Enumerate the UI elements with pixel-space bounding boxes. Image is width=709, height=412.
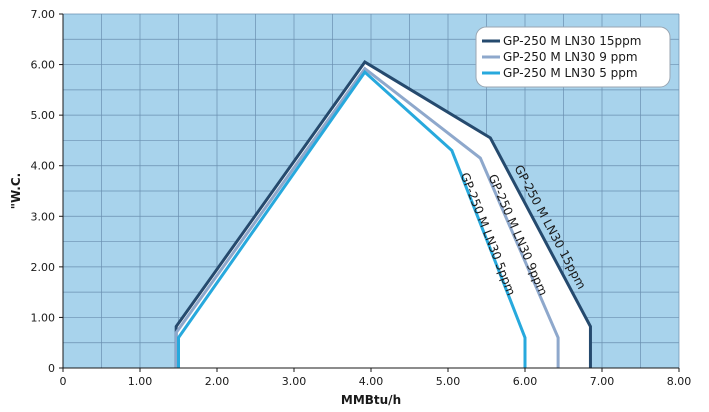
y-tick-label: 6.00 (31, 59, 56, 72)
x-tick-label: 8.00 (667, 375, 692, 388)
y-tick-label: 4.00 (31, 160, 56, 173)
x-tick-label: 2.00 (205, 375, 230, 388)
x-tick-label: 5.00 (436, 375, 461, 388)
x-axis-title: MMBtu/h (341, 393, 401, 407)
x-tick-label: 6.00 (513, 375, 538, 388)
x-tick-label: 1.00 (128, 375, 153, 388)
x-tick-label: 7.00 (590, 375, 615, 388)
y-tick-label: 0 (48, 362, 55, 375)
y-axis-title: "W.C. (9, 173, 23, 209)
series-line-2 (174, 66, 560, 368)
legend-box (475, 26, 671, 88)
legend-entry-2: GP-250 M LN30 9 ppm (503, 50, 638, 64)
legend-entry-3: GP-250 M LN30 5 ppm (503, 66, 638, 80)
x-tick-label: 0 (60, 375, 67, 388)
y-tick-label: 2.00 (31, 261, 56, 274)
legend-entry-1: GP-250 M LN30 15ppm (503, 34, 641, 48)
operating-envelope-mask (176, 62, 591, 369)
y-tick-label: 7.00 (31, 8, 56, 21)
x-tick-label: 4.00 (359, 375, 384, 388)
y-tick-label: 5.00 (31, 109, 56, 122)
y-tick-label: 3.00 (31, 210, 56, 223)
series-line-3 (177, 69, 527, 368)
y-tick-label: 1.00 (31, 311, 56, 324)
x-tick-label: 3.00 (282, 375, 307, 388)
